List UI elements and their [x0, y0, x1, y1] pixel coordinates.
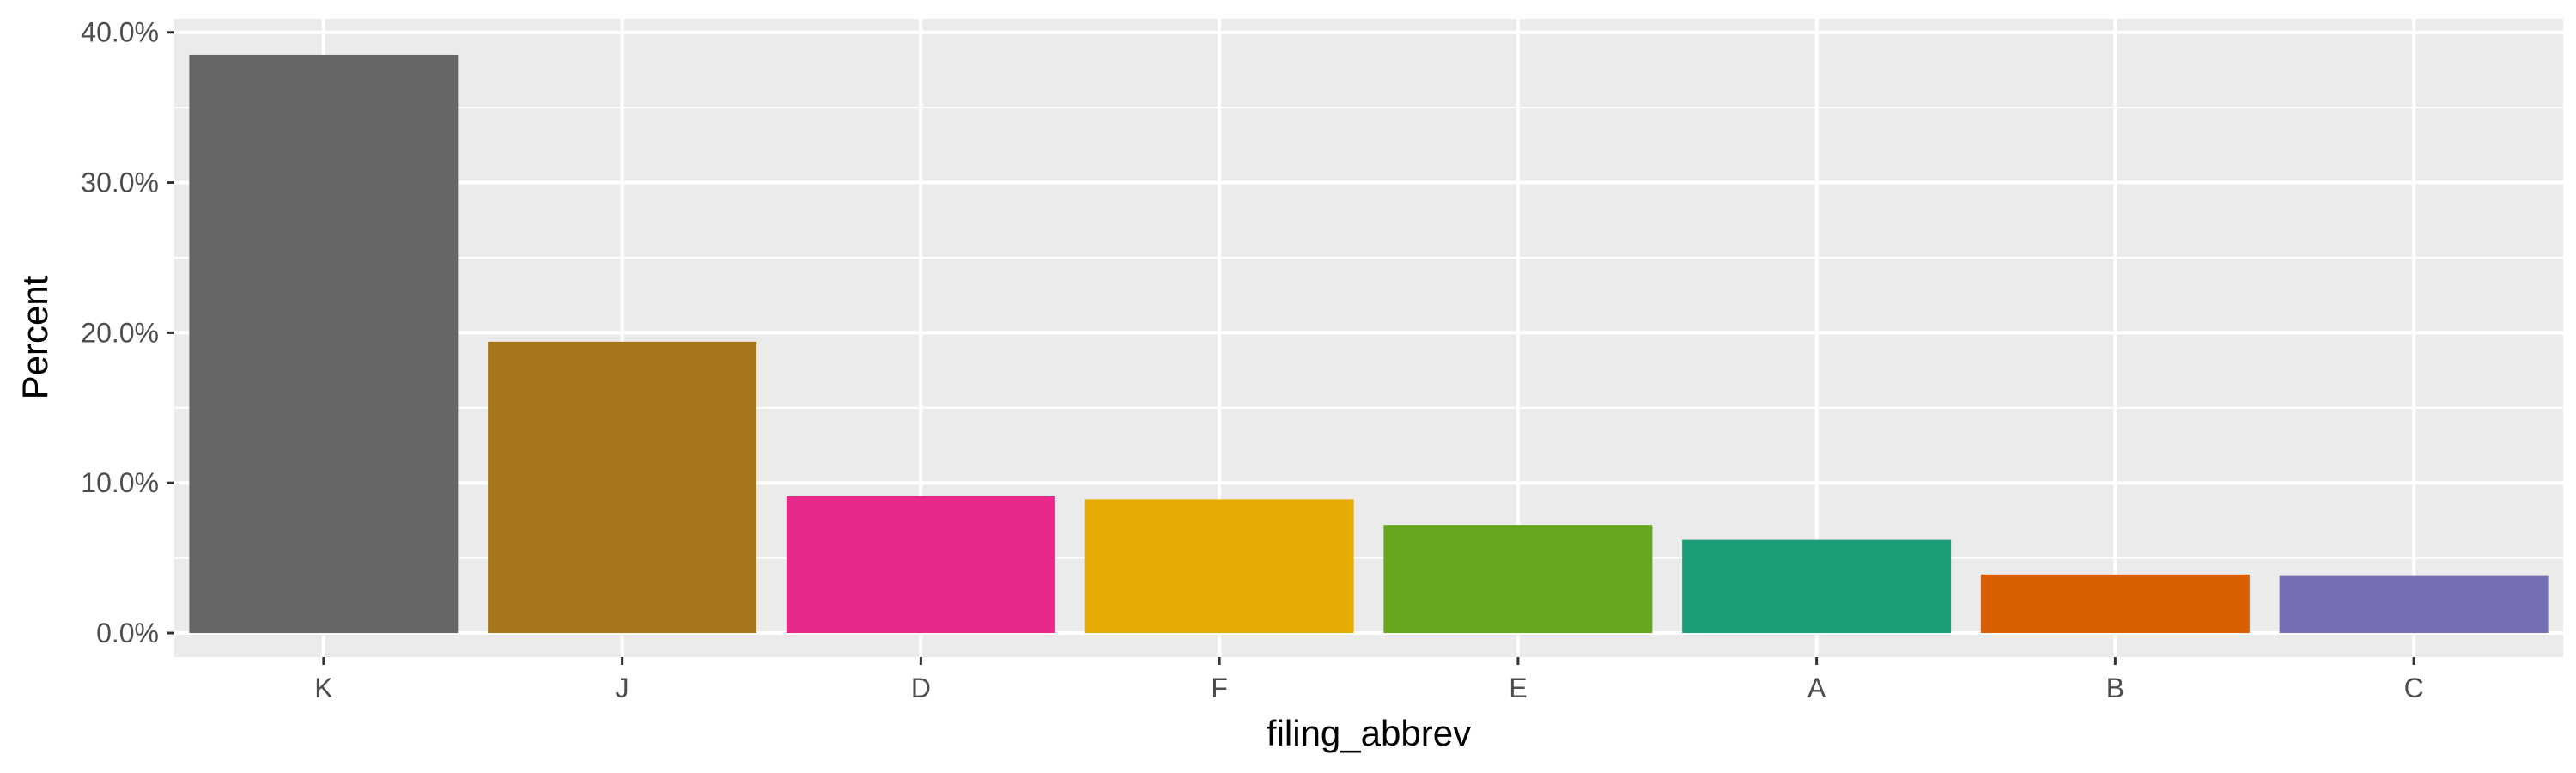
- y-tick-label: 0.0%: [96, 618, 159, 648]
- y-tick-label: 30.0%: [81, 167, 159, 198]
- y-tick-label: 40.0%: [81, 17, 159, 48]
- bar-J: [488, 341, 757, 634]
- y-tick-label: 10.0%: [81, 467, 159, 498]
- x-tick-label: A: [1807, 673, 1826, 703]
- x-tick-label: D: [911, 673, 931, 703]
- x-tick-label: K: [314, 673, 332, 703]
- x-tick-label: F: [1211, 673, 1228, 703]
- bar-A: [1682, 539, 1952, 634]
- bar-E: [1383, 525, 1653, 634]
- x-tick-label: E: [1509, 673, 1527, 703]
- y-tick-label: 20.0%: [81, 317, 159, 348]
- bars-layer: [189, 54, 2549, 634]
- x-tick-label: C: [2404, 673, 2424, 703]
- bar-F: [1084, 499, 1354, 634]
- bar-B: [1980, 574, 2250, 634]
- x-axis-title: filing_abbrev: [1267, 713, 1471, 753]
- bar-K: [189, 54, 459, 634]
- y-axis: 0.0% 10.0% 20.0% 30.0% 40.0%: [81, 17, 174, 648]
- x-tick-label: B: [2106, 673, 2124, 703]
- y-axis-title: Percent: [15, 275, 55, 399]
- x-tick-label: J: [616, 673, 629, 703]
- bar-C: [2279, 575, 2549, 634]
- bar-D: [786, 496, 1055, 634]
